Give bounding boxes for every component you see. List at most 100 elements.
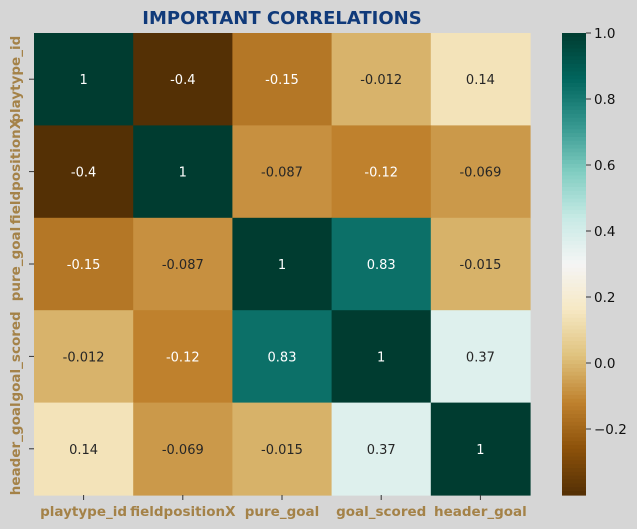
colorbar-segment — [562, 321, 586, 327]
colorbar-segment — [562, 418, 586, 423]
colorbar-segment — [562, 110, 586, 115]
colorbar-segment — [562, 94, 586, 100]
colorbar-segment — [562, 221, 586, 227]
colorbar-segment — [562, 129, 586, 134]
colorbar-segment — [562, 217, 586, 223]
colorbar-segment — [562, 344, 586, 350]
colorbar-segment — [562, 333, 586, 338]
colorbar-segment — [562, 329, 586, 334]
cell-annotation-4-4: 1 — [476, 443, 484, 458]
cell-annotation-2-4: -0.015 — [459, 258, 501, 273]
cell-annotation-3-4: 0.37 — [466, 350, 495, 365]
colorbar-segment — [562, 410, 586, 415]
x-tick-label-4: header_goal — [434, 504, 527, 520]
colorbar-segment — [562, 302, 586, 307]
x-tick-label-1: fieldpositionX — [130, 504, 236, 520]
x-tick-label-3: goal_scored — [336, 504, 426, 520]
colorbar-segment — [562, 48, 586, 53]
colorbar-segment — [562, 86, 586, 92]
colorbar-segment — [562, 260, 586, 265]
cell-annotation-3-2: 0.83 — [268, 350, 297, 365]
colorbar-segment — [562, 198, 586, 203]
colorbar-segment — [562, 67, 586, 73]
colorbar-segment — [562, 144, 586, 150]
colorbar-segment — [562, 33, 586, 38]
cell-annotation-4-3: 0.37 — [367, 443, 396, 458]
cell-annotation-1-4: -0.069 — [459, 166, 501, 181]
colorbar-segment — [562, 456, 586, 461]
colorbar-segment — [562, 444, 586, 450]
heatmap-cell-2-2 — [232, 217, 333, 311]
cell-annotation-3-0: -0.012 — [63, 350, 105, 365]
heatmap-cell-1-4 — [430, 125, 531, 219]
cell-annotation-1-3: -0.12 — [364, 166, 398, 181]
colorbar-segment — [562, 394, 586, 400]
colorbar-segment — [562, 460, 586, 465]
colorbar-segment — [562, 464, 586, 469]
colorbar-segment — [562, 79, 586, 84]
colorbar-segment — [562, 314, 586, 319]
colorbar-segment — [562, 471, 586, 477]
colorbar-segment — [562, 206, 586, 211]
colorbar-segment — [562, 136, 586, 142]
cell-annotation-0-1: -0.4 — [170, 73, 195, 88]
y-tick-label-1: fieldpositionX — [8, 118, 24, 224]
cell-annotation-4-2: -0.015 — [261, 443, 303, 458]
colorbar-segment — [562, 341, 586, 346]
colorbar-segment — [562, 52, 586, 57]
colorbar-segment — [562, 175, 586, 180]
cell-annotation-0-3: -0.012 — [360, 73, 402, 88]
cell-annotation-4-0: 0.14 — [69, 443, 98, 458]
y-tick-label-3: goal_scored — [8, 311, 24, 401]
colorbar-segment — [562, 452, 586, 458]
colorbar-segment — [562, 59, 586, 65]
colorbar-segment — [562, 298, 586, 304]
colorbar-segment — [562, 283, 586, 288]
colorbar-segment — [562, 163, 586, 169]
colorbar-segment — [562, 56, 586, 61]
heatmap-cell-0-1 — [133, 33, 233, 126]
colorbar-segment — [562, 325, 586, 331]
colorbar-tick-label-2: 0.6 — [594, 158, 615, 174]
colorbar-tick-label-5: 0.0 — [594, 356, 615, 372]
colorbar-segment — [562, 213, 586, 219]
colorbar-segment — [562, 383, 586, 388]
cell-annotation-2-0: -0.15 — [67, 258, 101, 273]
cell-annotation-1-1: 1 — [179, 166, 187, 181]
colorbar-segment — [562, 468, 586, 473]
colorbar-segment — [562, 171, 586, 177]
colorbar-segment — [562, 479, 586, 485]
cell-annotation-3-3: 1 — [377, 350, 385, 365]
colorbar-segment — [562, 106, 586, 111]
heatmap-cell-2-3 — [331, 217, 432, 311]
heatmap-cell-2-4 — [430, 217, 531, 311]
x-tick-label-2: pure_goal — [245, 504, 320, 520]
y-tick-label-2: pure_goal — [8, 227, 24, 302]
colorbar-segment — [562, 290, 586, 296]
colorbar-segment — [562, 367, 586, 373]
colorbar-segment — [562, 483, 586, 488]
colorbar-segment — [562, 475, 586, 481]
colorbar-segment — [562, 391, 586, 396]
colorbar-segment — [562, 379, 586, 384]
colorbar-segment — [562, 237, 586, 242]
colorbar: 1.0 0.8 0.6 0.4 0.2 0.0 −0.2 — [562, 26, 627, 496]
cell-annotation-4-1: -0.069 — [162, 443, 204, 458]
colorbar-segment — [562, 252, 586, 257]
heatmap-cell-1-0 — [34, 125, 134, 219]
colorbar-segment — [562, 36, 586, 42]
heatmap-cell-1-1 — [133, 125, 233, 219]
colorbar-segment — [562, 98, 586, 103]
heatmap-cell-2-1 — [133, 217, 233, 311]
colorbar-segment — [562, 179, 586, 184]
cell-annotation-0-2: -0.15 — [265, 73, 299, 88]
colorbar-segment — [562, 371, 586, 377]
colorbar-segment — [562, 491, 586, 496]
heatmap-annotations: 1 -0.4 -0.15 -0.012 0.14 -0.4 1 -0.087 -0.12 -0.0… — [63, 73, 502, 458]
colorbar-segment — [562, 225, 586, 230]
colorbar-segment — [562, 287, 586, 292]
colorbar-tick-label-6: −0.2 — [594, 422, 627, 438]
colorbar-segment — [562, 360, 586, 365]
